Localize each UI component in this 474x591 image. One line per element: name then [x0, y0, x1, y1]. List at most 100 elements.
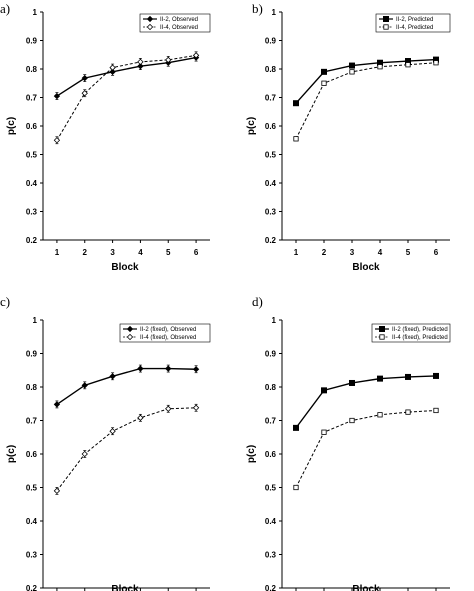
y-tick-label: 0.4: [265, 179, 277, 188]
x-tick-label: 4: [378, 248, 383, 257]
data-point: [349, 69, 355, 75]
series-line: [295, 58, 437, 104]
y-tick-label: 0.6: [26, 450, 38, 459]
x-axis-label: Block: [352, 584, 380, 591]
data-point: [321, 429, 327, 435]
legend-swatch-marker: [383, 24, 389, 30]
y-tick-label: 1: [272, 316, 277, 325]
chart-panel-2: b) 0.2 0.3 0.4 0.5 0.6 0.7 0.8 0.9 1 1 2 3 4 5 6 Block p(…: [246, 1, 451, 273]
y-tick-label: 0.2: [265, 236, 277, 245]
y-tick-label: 0.3: [26, 551, 38, 560]
y-tick-label: 0.4: [26, 517, 38, 526]
legend-label: II-2 (fixed), Observed: [140, 327, 196, 333]
legend-box: [119, 323, 211, 343]
data-point: [321, 80, 327, 86]
data-point: [109, 68, 116, 76]
data-point: [320, 387, 327, 394]
data-point: [137, 414, 144, 421]
x-axis-label: Block: [352, 262, 380, 273]
legend: II-2 (fixed), Predicted II-4 (fixed), Pre…: [371, 323, 451, 343]
y-tick-label: 0.9: [265, 350, 277, 359]
x-tick-label: 6: [194, 248, 199, 257]
y-tick-label: 0.8: [26, 383, 38, 392]
legend-swatch-marker: [382, 15, 389, 22]
y-tick-label: 1: [272, 8, 277, 17]
y-tick-label: 0.5: [26, 151, 38, 160]
series-line: [56, 407, 197, 492]
data-point: [349, 417, 355, 424]
data-point: [81, 382, 88, 389]
legend-swatch-marker: [146, 15, 154, 23]
y-tick-label: 0.7: [26, 94, 38, 103]
data-point: [404, 373, 411, 380]
series-line: [295, 62, 437, 140]
legend-label: II-2, Predicted: [396, 17, 433, 23]
data-point: [432, 372, 439, 379]
data-point: [165, 405, 172, 412]
data-point: [53, 92, 61, 100]
series-line: [56, 56, 197, 97]
legend-swatch-marker: [146, 23, 154, 31]
x-tick-label: 2: [83, 248, 88, 257]
chart-panel-3: c)0.20.30.40.50.60.70.80.91123456Blockp(…: [0, 294, 211, 591]
series-2: [293, 60, 439, 142]
legend-swatch-marker: [126, 333, 134, 341]
data-point: [137, 62, 144, 70]
data-point: [109, 64, 116, 71]
legend: II-2 (fixed), Observed II-4 (fixed), Obse…: [119, 323, 211, 343]
y-axis-label: p(c): [246, 117, 257, 135]
legend-box: [375, 13, 451, 33]
y-tick-label: 0.7: [265, 417, 277, 426]
chart-panel-4: d)0.20.30.40.50.60.70.80.91123456Blockp(…: [246, 294, 451, 591]
data-point: [292, 424, 299, 431]
series-line: [295, 409, 437, 488]
y-axis-label: p(c): [6, 445, 17, 463]
y-tick-label: 0.2: [26, 584, 38, 591]
y-tick-label: 0.9: [26, 37, 38, 46]
data-point: [165, 365, 172, 372]
series-1: [53, 53, 200, 100]
legend-box: [139, 13, 211, 33]
series-1: [292, 372, 439, 431]
legend-label: II-4, Predicted: [396, 25, 433, 31]
y-tick-label: 0.6: [26, 122, 38, 131]
legend-label: II-4 (fixed), Observed: [140, 335, 196, 341]
data-point: [405, 62, 411, 68]
y-tick-label: 1: [33, 8, 38, 17]
legend: II-2, Predicted II-4, Predicted: [375, 13, 451, 33]
data-point: [81, 450, 88, 458]
y-tick-label: 0.8: [265, 383, 277, 392]
series-line: [56, 54, 197, 141]
data-point: [137, 58, 144, 66]
series-2: [293, 407, 439, 491]
data-point: [192, 366, 200, 373]
y-tick-label: 0.2: [26, 236, 38, 245]
y-tick-label: 0.6: [265, 122, 277, 131]
y-tick-label: 0.8: [26, 65, 38, 74]
data-point: [53, 487, 61, 495]
series-line: [295, 375, 437, 429]
y-tick-label: 0.8: [265, 65, 277, 74]
data-point: [109, 373, 116, 380]
data-point: [377, 64, 383, 70]
data-point: [109, 428, 116, 435]
y-tick-label: 0.4: [26, 179, 38, 188]
x-tick-label: 5: [166, 248, 171, 257]
data-point: [192, 52, 200, 59]
y-tick-label: 0.5: [265, 484, 277, 493]
y-tick-label: 0.7: [265, 94, 277, 103]
data-point: [348, 379, 355, 386]
y-tick-label: 0.3: [265, 208, 277, 217]
data-point: [376, 375, 383, 382]
y-tick-label: 0.9: [265, 37, 277, 46]
legend-label: II-4, Observed: [160, 25, 198, 31]
x-tick-label: 3: [110, 248, 115, 257]
y-tick-label: 0.5: [265, 151, 277, 160]
data-point: [53, 137, 61, 144]
series-2: [53, 403, 200, 495]
y-tick-label: 0.3: [26, 208, 38, 217]
data-point: [348, 62, 355, 69]
data-point: [320, 68, 327, 75]
legend-swatch-marker: [126, 325, 134, 333]
